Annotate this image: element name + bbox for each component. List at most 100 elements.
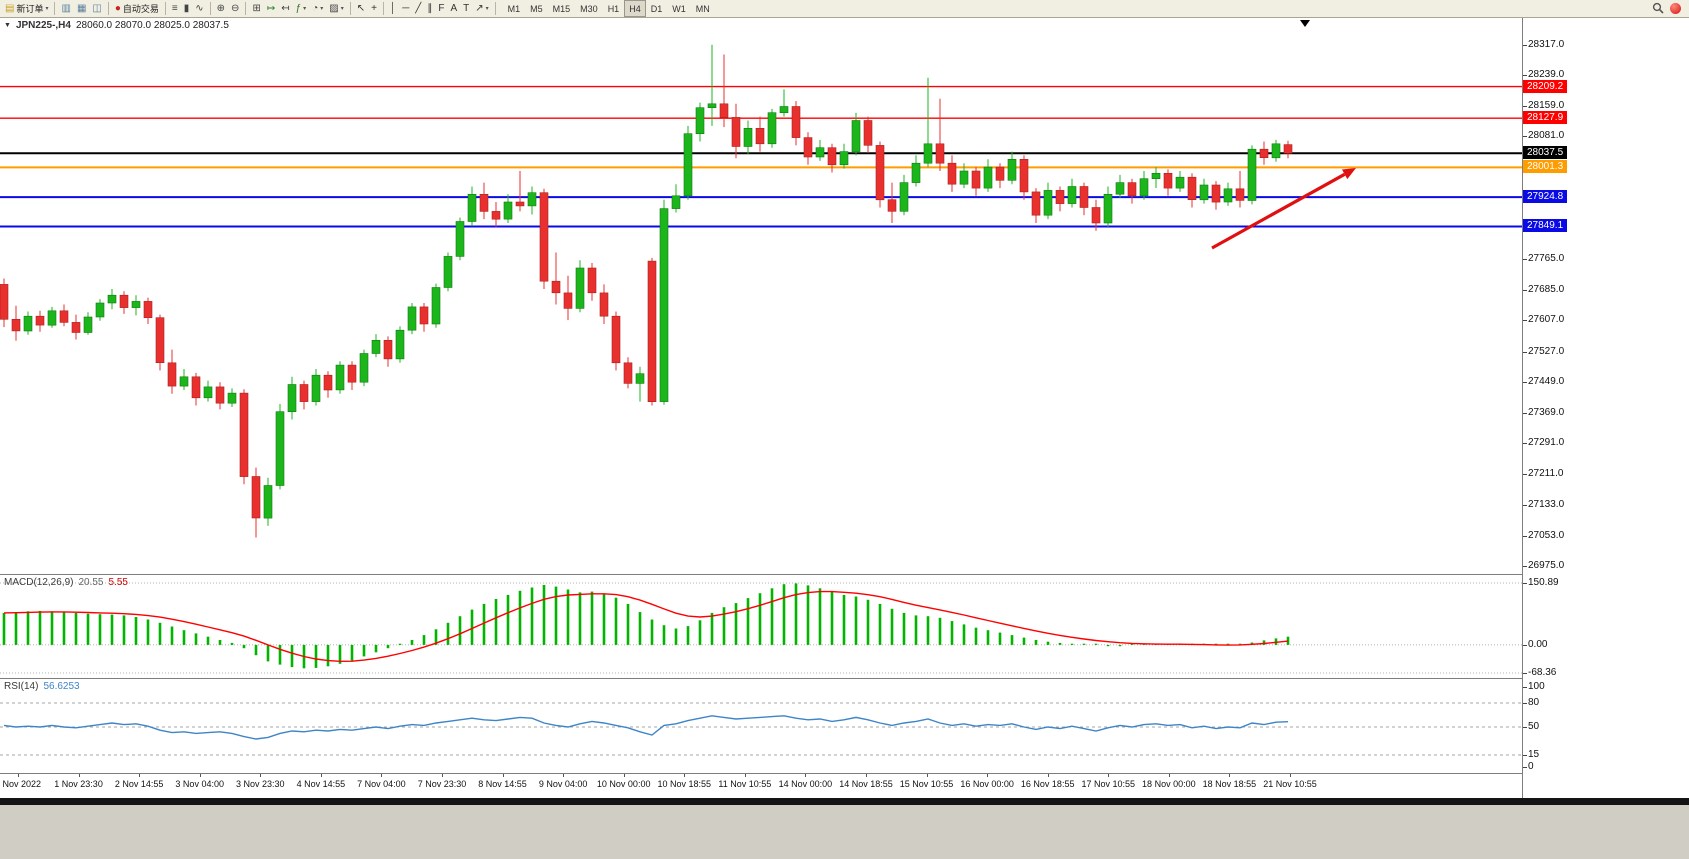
price-level-badge: 28001.3 <box>1523 160 1568 174</box>
chart-shift-icon-glyph: ↤ <box>281 2 290 14</box>
indicators-icon[interactable]: ƒ ▾ <box>293 1 310 16</box>
price-level-badge: 28127.9 <box>1523 111 1568 125</box>
channel-icon[interactable]: ∥ <box>424 1 435 16</box>
time-label: 18 Nov 00:00 <box>1142 779 1196 789</box>
main-chart-panel[interactable]: ▼ JPN225-,H4 28060.0 28070.0 28025.0 280… <box>0 18 1522 575</box>
new-order-button[interactable]: ▤ 新订单 ▾ <box>2 1 51 16</box>
macd-chart[interactable] <box>0 575 1522 678</box>
templates-icon[interactable]: ▨ ▾ <box>326 1 346 16</box>
price-level-badge: 27924.8 <box>1523 190 1568 204</box>
time-tick <box>1047 774 1049 777</box>
zoom-in-icon[interactable]: ⊕ <box>214 1 228 16</box>
arrows-icon[interactable]: ↗ ▾ <box>472 1 491 16</box>
timeframe-d1[interactable]: D1 <box>650 3 663 14</box>
time-tick <box>139 774 141 777</box>
new-order-button-glyph: ▤ <box>5 2 15 14</box>
candle <box>1235 171 1245 208</box>
axis-tick-mark <box>1523 474 1527 476</box>
rsi-chart[interactable] <box>0 679 1522 773</box>
candle <box>875 141 885 208</box>
time-label: 16 Nov 18:55 <box>1020 779 1075 789</box>
timeframe-w1[interactable]: W1 <box>672 3 686 14</box>
caret-down-icon: ▾ <box>320 6 324 12</box>
time-label: 7 Nov 04:00 <box>357 779 406 789</box>
candle <box>887 182 897 223</box>
market-watch-icon[interactable]: ▦ <box>74 1 89 16</box>
chart-shift-icon[interactable]: ↤ <box>278 1 292 16</box>
candle <box>323 371 333 398</box>
tile-windows-icon[interactable]: ⊞ <box>249 1 263 16</box>
axis-tick-mark <box>1523 727 1527 728</box>
candle <box>107 289 117 310</box>
cursor-icon[interactable]: ↖ <box>354 1 368 16</box>
candle <box>443 252 453 292</box>
timeframe-h4[interactable]: H4 <box>624 0 646 17</box>
timeframe-m15[interactable]: M15 <box>552 3 571 14</box>
timeframe-m30[interactable]: M30 <box>580 3 598 14</box>
vertical-line-icon-glyph: │ <box>389 2 397 14</box>
macd-panel[interactable]: MACD(12,26,9) 20.55 5.55 <box>0 575 1522 679</box>
candle <box>995 163 1005 189</box>
trendline-icon[interactable]: ╱ <box>412 1 424 16</box>
candle <box>1223 182 1233 206</box>
line-chart-icon[interactable]: ∿ <box>192 1 206 16</box>
crosshair-icon[interactable]: + <box>368 1 380 16</box>
axis-tick-mark <box>1523 504 1527 506</box>
axis-tick-mark <box>1523 703 1527 704</box>
vertical-line-icon[interactable]: │ <box>387 1 399 16</box>
collapse-icon[interactable]: ▼ <box>4 22 11 29</box>
candle <box>239 389 249 485</box>
notification-badge[interactable] <box>1670 3 1681 14</box>
axis-tick-label: 27053.0 <box>1528 529 1565 541</box>
time-label: 4 Nov 14:55 <box>296 779 346 789</box>
caret-down-icon: ▾ <box>303 6 307 12</box>
candle <box>527 186 537 215</box>
candle <box>635 366 645 402</box>
timeframe-h1[interactable]: H1 <box>607 3 620 14</box>
candle <box>839 143 849 169</box>
auto-scroll-icon[interactable]: ↦ <box>264 1 278 16</box>
candlestick-chart-icon[interactable]: ▮ <box>181 1 193 16</box>
candle <box>1091 199 1101 231</box>
chart-title: ▼ JPN225-,H4 28060.0 28070.0 28025.0 280… <box>4 20 229 31</box>
time-label: 15 Nov 10:55 <box>899 779 954 789</box>
rsi-panel[interactable]: RSI(14) 56.6253 <box>0 679 1522 774</box>
axis-tick-mark <box>1523 583 1527 584</box>
candle <box>1163 169 1173 196</box>
horizontal-line-icon[interactable]: ─ <box>399 1 412 16</box>
candle <box>215 382 225 410</box>
axis-tick-mark <box>1523 673 1527 674</box>
chart-shift-marker[interactable] <box>1300 20 1310 27</box>
candle <box>47 306 57 328</box>
navigator-icon[interactable]: ◫ <box>89 1 104 16</box>
trendline-icon-glyph: ╱ <box>415 2 422 14</box>
timeframe-toolbar: M1 M5 M15 M30 H1 H4 D1 W1 MN <box>503 0 715 17</box>
time-tick <box>926 774 928 777</box>
plot-region: ▼ JPN225-,H4 28060.0 28070.0 28025.0 280… <box>0 18 1522 798</box>
time-label: 1 Nov 2022 <box>0 779 42 789</box>
text-label-icon[interactable]: T <box>460 1 472 16</box>
candle <box>119 291 129 314</box>
periods-icon[interactable]: ◔ ▾ <box>309 1 326 16</box>
axis-tick-mark <box>1523 443 1527 445</box>
price-axis[interactable]: 28317.0 28239.0 28159.0 28081.0 27765.0 27685… <box>1522 18 1689 798</box>
axis-tick-label: 28239.0 <box>1528 69 1565 81</box>
candle <box>503 194 513 223</box>
candle <box>0 278 9 328</box>
timeframe-m1[interactable]: M1 <box>507 3 521 14</box>
text-icon[interactable]: A <box>447 1 460 16</box>
candle <box>167 349 177 394</box>
timeframe-mn[interactable]: MN <box>695 3 710 14</box>
candle <box>1199 178 1209 204</box>
time-axis[interactable]: 1 Nov 2022 1 Nov 23:30 2 Nov 14:55 3 Nov 04… <box>0 774 1522 798</box>
candle <box>287 376 297 420</box>
trend-arrow[interactable] <box>1211 168 1356 250</box>
charts-bar-icon[interactable]: ▥ <box>58 1 73 16</box>
bar-chart-icon[interactable]: ≡ <box>169 1 181 16</box>
autotrading-button[interactable]: ● 自动交易 <box>112 1 162 16</box>
candlestick-chart[interactable] <box>0 18 1522 574</box>
timeframe-m5[interactable]: M5 <box>530 3 543 14</box>
fibonacci-icon[interactable]: F <box>435 1 447 16</box>
search-icon[interactable] <box>1652 2 1664 16</box>
zoom-out-icon[interactable]: ⊖ <box>228 1 242 16</box>
